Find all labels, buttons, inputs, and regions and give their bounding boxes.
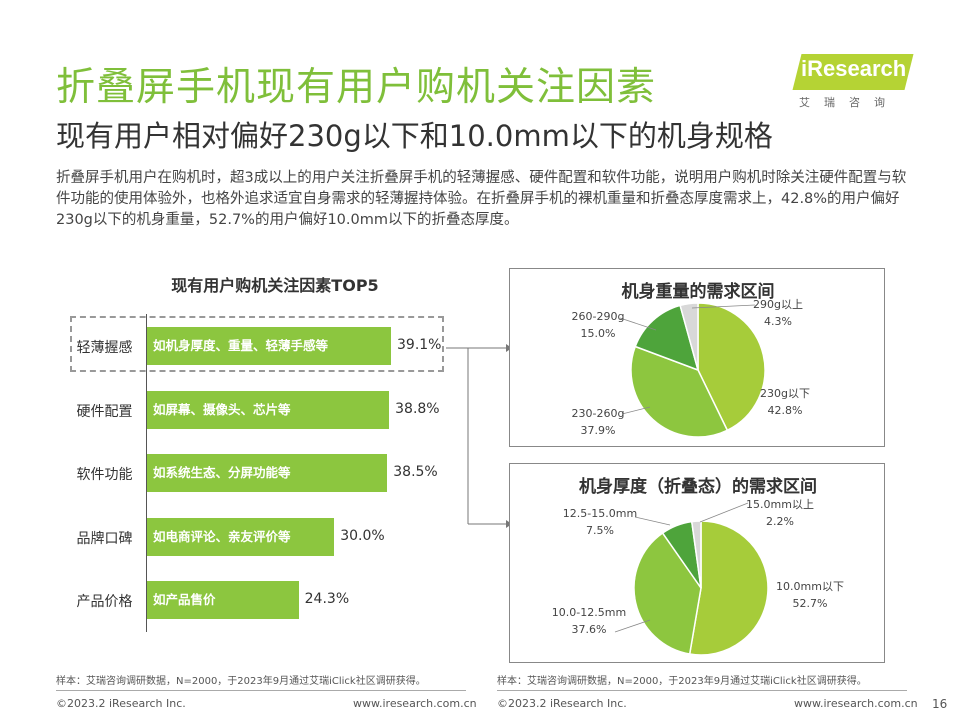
- category-label: 轻薄握感: [76, 340, 133, 356]
- pie-leader-line: [634, 516, 671, 526]
- footer-copyright-left: ©2023.2 iResearch Inc.: [56, 697, 186, 710]
- pie-slice-value: 4.3%: [764, 315, 792, 328]
- footer-url-left[interactable]: www.iresearch.com.cn: [353, 697, 477, 710]
- pie-leader-line: [621, 406, 651, 415]
- pie-slice-value: 37.6%: [571, 623, 607, 636]
- description-text: 折叠屏手机用户在购机时，超3成以上的用户关注折叠屏手机的轻薄握感、硬件配置和软件…: [56, 170, 907, 228]
- bar-value-label: 38.8%: [395, 400, 440, 417]
- pie-slice-name: 10.0mm以下: [776, 580, 844, 593]
- page-subtitle: 现有用户相对偏好230g以下和10.0mm以下的机身规格: [56, 119, 773, 153]
- weight-pie-title: 机身重量的需求区间: [621, 282, 775, 302]
- iresearch-logo: iResearch 艾瑞咨询: [792, 50, 914, 112]
- pie-slice-name: 15.0mm以上: [746, 498, 814, 511]
- bar-value-label: 38.5%: [393, 464, 438, 480]
- footer-copyright-right: ©2023.2 iResearch Inc.: [497, 697, 627, 710]
- bar-value-label: 30.0%: [340, 527, 385, 544]
- thickness-pie-title: 机身厚度（折叠态）的需求区间: [579, 477, 817, 497]
- bar-chart-title: 现有用户购机关注因素TOP5: [171, 276, 379, 295]
- pie-slice: [634, 304, 700, 372]
- pie-slice-label: 260-290g 15.0%: [558, 308, 638, 342]
- pie-leader-line: [619, 317, 657, 331]
- logo-wordmark: iResearch: [801, 56, 907, 81]
- bar: 如产品售价: [147, 581, 299, 619]
- pie-slice-value: 52.7%: [792, 597, 828, 610]
- pie-slice-value: 42.8%: [767, 404, 803, 417]
- pie-slice: [690, 520, 702, 589]
- pie-slice-name: 10.0-12.5mm: [551, 606, 627, 619]
- pie-slice-label: 15.0mm以上 2.2%: [740, 496, 820, 530]
- bar-value-label: 39.1%: [397, 337, 442, 353]
- category-label: 品牌口碑: [76, 530, 133, 547]
- right-sample-note: 样本：艾瑞咨询调研数据，N=2000，于2023年9月通过艾瑞iClick社区调…: [497, 676, 867, 687]
- pie-slice-label: 230g以下 42.8%: [745, 385, 825, 419]
- bar: 如电商评论、亲友评价等: [147, 517, 335, 556]
- bar: 如系统生态、分屏功能等: [147, 454, 388, 492]
- page-title: 折叠屏手机现有用户购机关注因素: [56, 65, 657, 110]
- pie-slice-label: 230-260g 37.9%: [558, 405, 638, 439]
- pie-leader-line: [691, 304, 756, 309]
- pie-slice-name: 230-260g: [571, 407, 625, 420]
- bar: 如屏幕、摄像头、芯片等: [147, 390, 390, 429]
- pie-slice-label: 290g以上 4.3%: [738, 296, 818, 330]
- pie-slice-label: 10.0mm以下 52.7%: [770, 578, 850, 612]
- pie-slice-name: 260-290g: [571, 310, 625, 323]
- pie-slice-value: 15.0%: [580, 327, 616, 340]
- pie-slice-label: 12.5-15.0mm 7.5%: [560, 505, 640, 539]
- pie-slice-label: 10.0-12.5mm 37.6%: [549, 604, 629, 638]
- category-label: 产品价格: [76, 594, 133, 610]
- footer-divider-right: [497, 690, 907, 691]
- pie-slice-name: 230g以下: [760, 387, 810, 400]
- pie-slice: [679, 302, 699, 371]
- footer-divider-left: [56, 690, 466, 691]
- left-sample-note: 样本：艾瑞咨询调研数据，N=2000，于2023年9月通过艾瑞iClick社区调…: [56, 676, 426, 687]
- pie-slice: [633, 532, 702, 655]
- pie-leader-line: [699, 502, 749, 523]
- footer-url-right[interactable]: www.iresearch.com.cn: [794, 697, 918, 710]
- bar-chart-axis: [146, 314, 147, 632]
- pie-slice: [688, 520, 769, 656]
- page-number: 16: [932, 697, 948, 711]
- highlight-dashed-box: [70, 316, 444, 372]
- pie-leader-line: [614, 619, 651, 633]
- category-label: 硬件配置: [76, 403, 133, 420]
- pie-slice-value: 2.2%: [766, 515, 794, 528]
- logo-cn-text: 艾瑞咨询: [799, 96, 899, 109]
- pie-slice-value: 37.9%: [580, 424, 616, 437]
- pie-slice-name: 12.5-15.0mm: [562, 507, 638, 520]
- bar-value-label: 24.3%: [304, 591, 350, 607]
- bar: 如机身厚度、重量、轻薄手感等: [147, 327, 391, 365]
- pie-slice-value: 7.5%: [586, 524, 614, 537]
- category-label: 软件功能: [76, 467, 133, 483]
- pie-slice: [630, 345, 729, 438]
- pie-slice-name: 290g以上: [753, 298, 803, 311]
